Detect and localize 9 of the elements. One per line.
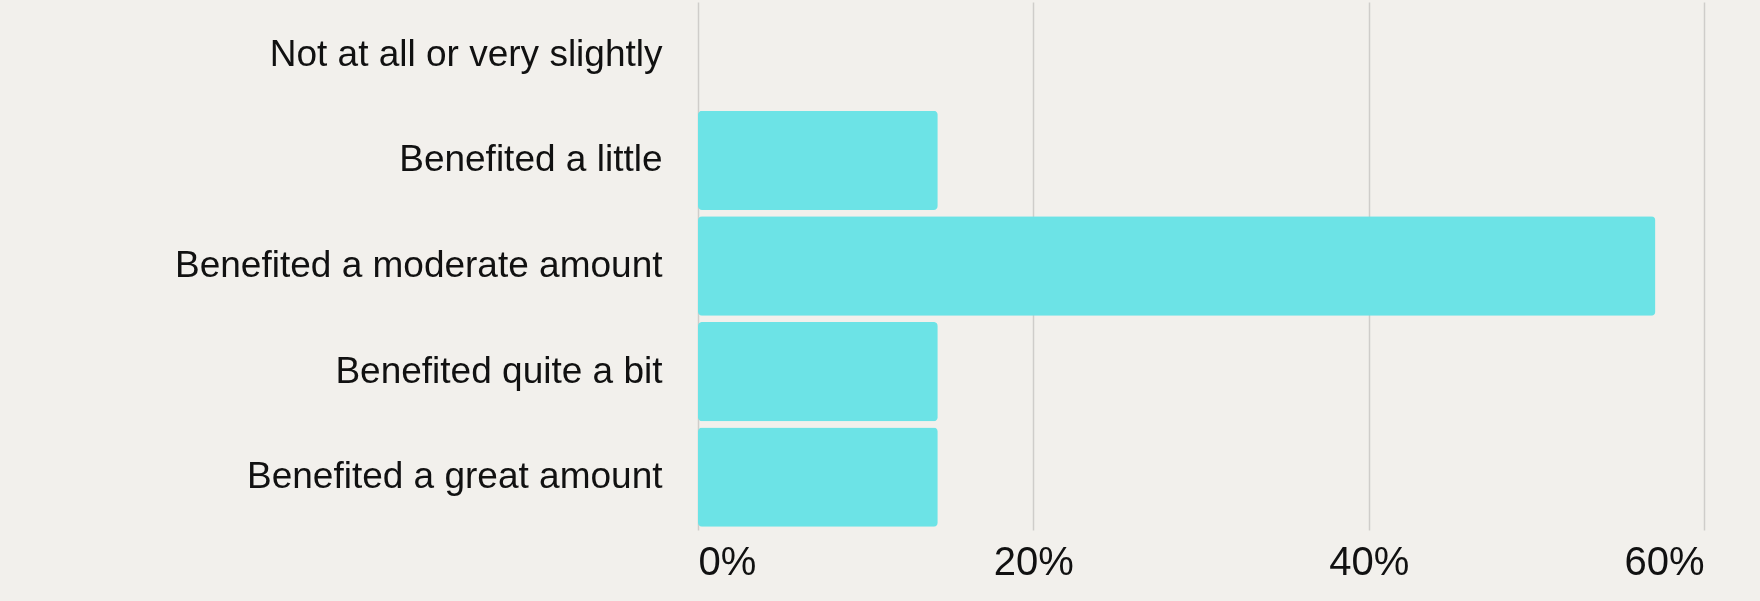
y-tick-label: Benefited a moderate amount <box>175 244 664 285</box>
x-tick-label: 20% <box>993 538 1074 583</box>
y-tick-label: Benefited a little <box>399 138 663 180</box>
y-tick-label: Not at all or very slightly <box>269 32 663 74</box>
x-tick-label: 60% <box>1624 538 1705 583</box>
x-tick-label: 0% <box>698 538 757 583</box>
x-tick-label: 40% <box>1329 538 1410 583</box>
y-tick-label: Benefited quite a bit <box>335 349 664 391</box>
y-tick-label: Benefited a great amount <box>246 455 664 497</box>
